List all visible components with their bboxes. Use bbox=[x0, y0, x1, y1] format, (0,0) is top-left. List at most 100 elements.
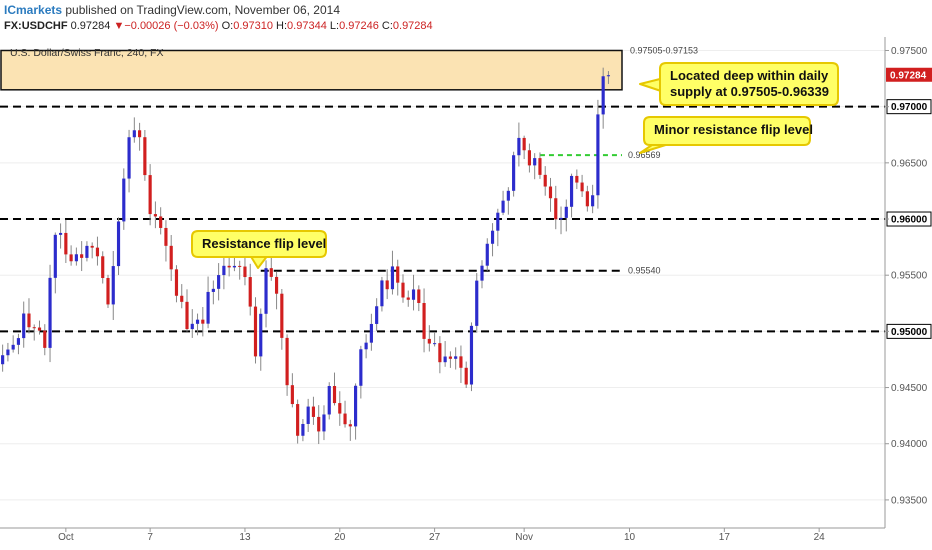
y-tick-label: 0.95500 bbox=[891, 271, 928, 282]
callout-resistance-flip: Resistance flip level bbox=[191, 230, 327, 269]
chart-header: ICmarkets published on TradingView.com, … bbox=[0, 0, 932, 36]
x-tick-label: 27 bbox=[429, 532, 441, 543]
x-tick-label: 17 bbox=[719, 532, 731, 543]
candle-body bbox=[375, 306, 379, 324]
candle-body bbox=[554, 198, 558, 220]
y-tick-label: 0.95000 bbox=[891, 327, 928, 338]
candle-body bbox=[354, 385, 358, 427]
candle-body bbox=[533, 158, 537, 166]
candle-body bbox=[64, 232, 68, 255]
candle-body bbox=[106, 277, 110, 305]
candle-body bbox=[317, 416, 321, 432]
candle-body bbox=[496, 212, 500, 231]
candle-body bbox=[359, 349, 363, 386]
candle-body bbox=[448, 356, 452, 359]
candle-body bbox=[22, 313, 26, 339]
candle-body bbox=[43, 330, 47, 348]
ohlc-line: FX:USDCHF 0.97284 ▼−0.00026 (−0.03%) O: 0… bbox=[4, 20, 433, 32]
publisher-name[interactable]: ICmarkets bbox=[4, 3, 63, 17]
callout-minor-resistance-text: Minor resistance flip level bbox=[654, 122, 813, 137]
candle-body bbox=[90, 245, 94, 248]
y-tick-label: 0.97500 bbox=[891, 46, 928, 57]
candle-body bbox=[174, 269, 179, 296]
close-value: 0.97284 bbox=[392, 20, 433, 32]
candle-body bbox=[264, 268, 268, 314]
candle-body bbox=[217, 275, 221, 289]
candle-body bbox=[280, 293, 284, 338]
candle-body bbox=[390, 266, 395, 290]
callout-minor-resistance-box bbox=[643, 116, 811, 146]
candle-body bbox=[180, 295, 184, 302]
candle-body bbox=[506, 190, 510, 201]
candle-body bbox=[32, 327, 36, 329]
candle-body bbox=[433, 343, 437, 345]
candle-body bbox=[296, 404, 300, 436]
open-label: O: bbox=[221, 20, 234, 32]
candle-body bbox=[522, 137, 526, 151]
down-arrow-icon: ▼ bbox=[113, 20, 125, 32]
plot-area[interactable] bbox=[0, 37, 885, 528]
candle-body bbox=[195, 319, 200, 324]
candle-body bbox=[74, 254, 78, 262]
candle-body bbox=[575, 175, 579, 183]
y-tick-label: 0.93500 bbox=[891, 495, 928, 506]
candle-body bbox=[454, 356, 458, 359]
x-tick-label: 7 bbox=[147, 532, 153, 543]
candle-body bbox=[248, 277, 252, 307]
candle-body bbox=[290, 385, 294, 405]
candle-body bbox=[53, 234, 57, 278]
candle-body bbox=[348, 424, 352, 427]
candle-body bbox=[16, 338, 21, 345]
candle-body bbox=[443, 356, 447, 363]
candle-body bbox=[364, 342, 368, 350]
x-tick-label: Nov bbox=[515, 532, 533, 543]
callout-supply-text: Located deep within daily bbox=[670, 68, 829, 83]
candle-body bbox=[438, 343, 442, 363]
supply-zone bbox=[0, 49, 623, 91]
candle-body bbox=[380, 280, 384, 307]
candle-body bbox=[59, 232, 63, 235]
publish-line: ICmarkets published on TradingView.com, … bbox=[4, 3, 340, 17]
candle-body bbox=[148, 175, 152, 215]
candle-body bbox=[80, 254, 84, 258]
candle-body bbox=[190, 323, 194, 330]
candle-body bbox=[480, 265, 484, 281]
candle-body bbox=[232, 265, 236, 268]
x-tick-label: 10 bbox=[624, 532, 636, 543]
candle-body bbox=[111, 266, 115, 305]
candle-body bbox=[37, 327, 42, 331]
candle-body bbox=[601, 76, 605, 115]
price-change: −0.00026 (−0.03%) bbox=[124, 20, 219, 32]
candle-body bbox=[95, 247, 100, 257]
x-tick-label: 13 bbox=[239, 532, 251, 543]
candle-body bbox=[153, 214, 157, 217]
candle-body bbox=[122, 178, 126, 222]
candle-body bbox=[222, 265, 226, 276]
candle-body bbox=[591, 195, 595, 207]
y-tick-label: 0.96000 bbox=[891, 215, 928, 226]
symbol-label[interactable]: FX:USDCHF bbox=[4, 20, 68, 32]
candle-body bbox=[138, 130, 142, 138]
candle-body bbox=[69, 254, 73, 262]
candle-body bbox=[343, 413, 347, 425]
candle-body bbox=[527, 150, 531, 166]
candle-body bbox=[85, 245, 89, 258]
candle-body bbox=[206, 291, 210, 324]
candle-body bbox=[274, 276, 279, 294]
candle-body bbox=[459, 356, 463, 368]
high-label: H: bbox=[276, 20, 288, 32]
candle-body bbox=[606, 75, 611, 77]
candle-body bbox=[301, 423, 305, 436]
candle-body bbox=[411, 289, 416, 300]
last-price: 0.97284 bbox=[70, 20, 111, 32]
candle-body bbox=[101, 256, 105, 278]
candle-body bbox=[253, 306, 258, 357]
candle-body bbox=[469, 325, 474, 385]
current-price-label: 0.97284 bbox=[890, 70, 927, 81]
candle-body bbox=[327, 385, 331, 415]
candle-body bbox=[596, 114, 600, 196]
candle-body bbox=[185, 301, 189, 330]
candle-body bbox=[27, 313, 31, 328]
